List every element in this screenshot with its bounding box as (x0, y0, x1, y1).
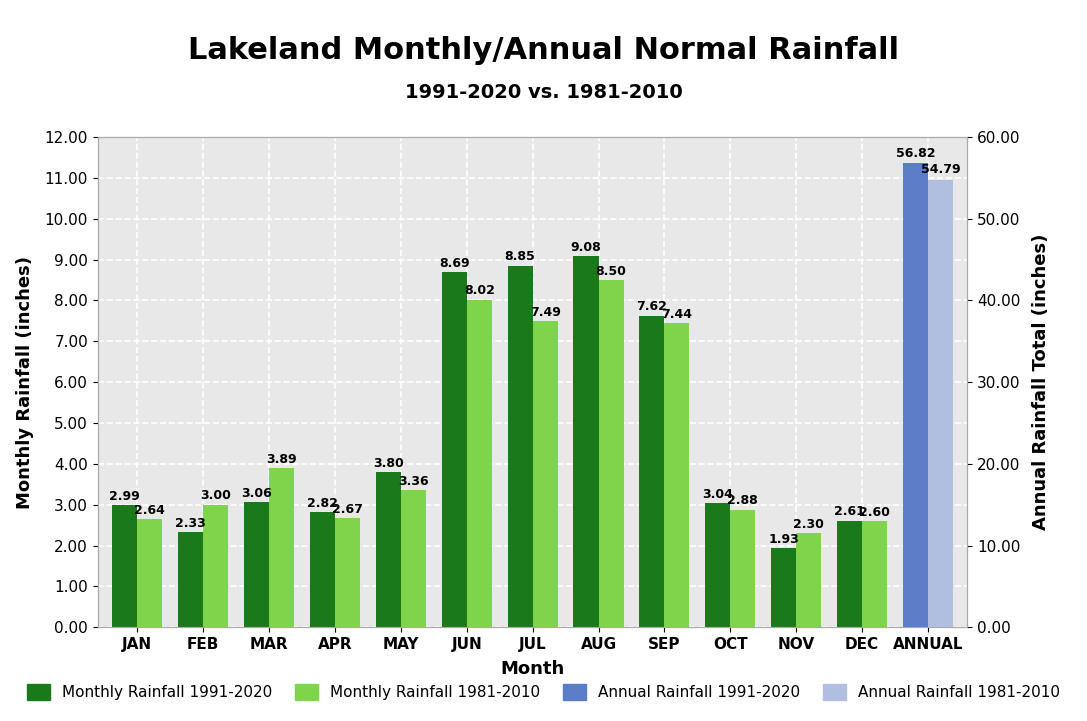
Bar (639, 316, 664, 627)
Text: 2.33: 2.33 (175, 517, 207, 530)
Y-axis label: Annual Rainfall Total (inches): Annual Rainfall Total (inches) (1032, 234, 1050, 531)
Bar (203, 505, 228, 627)
Text: 3.06: 3.06 (241, 487, 272, 500)
Bar (837, 521, 862, 627)
Text: 8.02: 8.02 (464, 284, 495, 297)
Bar (508, 266, 533, 627)
Bar (137, 519, 162, 627)
Text: 2.88: 2.88 (727, 494, 758, 507)
Text: 7.62: 7.62 (636, 301, 667, 314)
Bar (178, 532, 203, 627)
Text: 1991-2020 vs. 1981-2010: 1991-2020 vs. 1981-2010 (404, 83, 683, 102)
Text: 2.67: 2.67 (332, 503, 363, 516)
Text: 2.82: 2.82 (307, 497, 338, 510)
Text: 8.50: 8.50 (596, 265, 626, 278)
Text: 7.44: 7.44 (661, 308, 692, 321)
Bar (310, 512, 335, 627)
Text: 2.64: 2.64 (135, 504, 165, 517)
Text: 3.00: 3.00 (200, 490, 232, 503)
Bar (796, 534, 821, 627)
Text: 8.85: 8.85 (504, 250, 536, 263)
Text: 2.30: 2.30 (794, 518, 824, 531)
Bar (270, 469, 295, 627)
Bar (599, 280, 624, 627)
Text: 8.69: 8.69 (439, 257, 470, 270)
Text: 3.04: 3.04 (702, 487, 734, 500)
Text: 2.60: 2.60 (859, 505, 890, 518)
Bar (112, 505, 137, 627)
Text: 7.49: 7.49 (529, 306, 561, 319)
Bar (928, 180, 953, 627)
Bar (664, 323, 689, 627)
Y-axis label: Monthly Rainfall (inches): Monthly Rainfall (inches) (15, 256, 34, 508)
Text: 3.80: 3.80 (373, 456, 403, 469)
Text: 1.93: 1.93 (769, 533, 799, 546)
Text: Lakeland Monthly/Annual Normal Rainfall: Lakeland Monthly/Annual Normal Rainfall (188, 36, 899, 65)
Text: 3.89: 3.89 (266, 453, 297, 466)
Bar (466, 300, 491, 627)
Text: 9.08: 9.08 (571, 241, 601, 254)
Bar (245, 503, 270, 627)
Bar (771, 549, 796, 627)
Text: 3.36: 3.36 (398, 474, 428, 487)
Text: 56.82: 56.82 (896, 146, 935, 160)
Text: 2.99: 2.99 (110, 490, 140, 503)
Bar (335, 518, 360, 627)
Bar (705, 503, 730, 627)
Bar (903, 163, 928, 627)
Bar (441, 273, 466, 627)
X-axis label: Month: Month (500, 660, 565, 678)
Bar (401, 490, 426, 627)
Bar (376, 472, 401, 627)
Bar (574, 256, 599, 627)
Bar (730, 510, 755, 627)
Bar (862, 521, 887, 627)
Legend: Monthly Rainfall 1991-2020, Monthly Rainfall 1981-2010, Annual Rainfall 1991-202: Monthly Rainfall 1991-2020, Monthly Rain… (21, 678, 1066, 706)
Bar (533, 322, 558, 627)
Text: 2.61: 2.61 (834, 505, 865, 518)
Text: 54.79: 54.79 (921, 163, 960, 177)
